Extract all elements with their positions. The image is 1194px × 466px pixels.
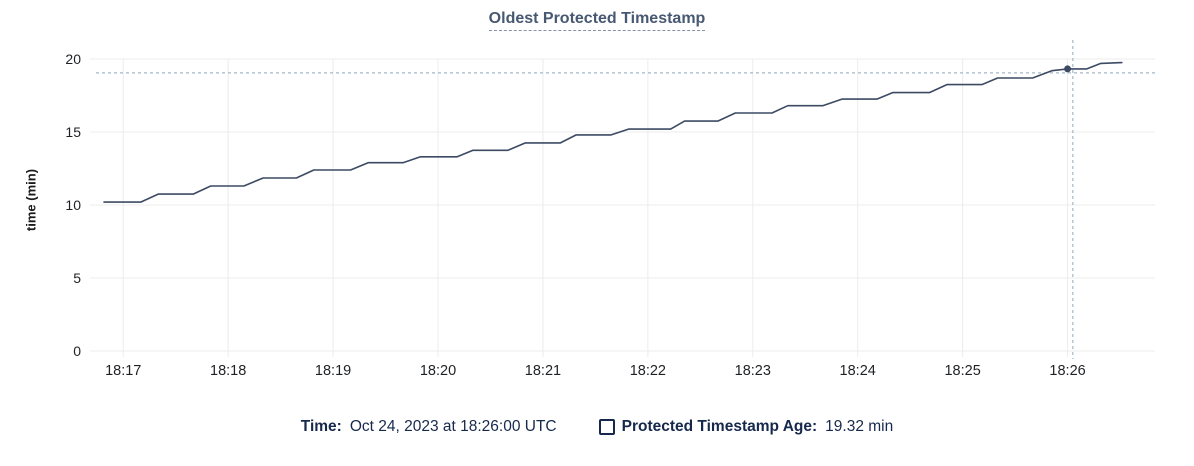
hover-readout: Time: Oct 24, 2023 at 18:26:00 UTC Prote… <box>0 418 1194 436</box>
x-tick-label: 18:20 <box>420 363 456 379</box>
y-tick-label: 15 <box>65 124 81 140</box>
x-tick-label: 18:17 <box>105 363 141 379</box>
time-readout: Time: Oct 24, 2023 at 18:26:00 UTC <box>301 418 557 436</box>
x-tick-label: 18:22 <box>630 363 666 379</box>
x-tick-label: 18:24 <box>840 363 876 379</box>
title-row: Oldest Protected Timestamp <box>0 10 1194 31</box>
chart-title[interactable]: Oldest Protected Timestamp <box>488 10 706 31</box>
legend-item[interactable]: Protected Timestamp Age: 19.32 min <box>598 418 894 436</box>
x-tick-label: 18:19 <box>315 363 351 379</box>
y-tick-label: 10 <box>65 197 81 213</box>
y-tick-label: 0 <box>73 343 81 359</box>
x-tick-label: 18:21 <box>525 363 561 379</box>
x-tick-label: 18:23 <box>735 363 771 379</box>
series-line <box>103 61 1123 203</box>
time-label: Time: <box>300 418 342 435</box>
x-tick-label: 18:25 <box>944 363 980 379</box>
line-chart[interactable]: 0 5 10 15 20 18:17 18:18 18:19 18:20 18:21 18:22 18… <box>0 40 1194 405</box>
series-label: Protected Timestamp Age: <box>621 418 818 435</box>
x-tick-label: 18:26 <box>1049 363 1085 379</box>
time-value: Oct 24, 2023 at 18:26:00 UTC <box>349 418 557 435</box>
legend-square-icon[interactable] <box>598 419 615 435</box>
selected-point-dot <box>1064 65 1072 73</box>
series-value: 19.32 min <box>825 418 894 435</box>
x-tick-label: 18:18 <box>210 363 246 379</box>
y-tick-label: 20 <box>65 51 81 67</box>
y-tick-label: 5 <box>73 270 81 286</box>
